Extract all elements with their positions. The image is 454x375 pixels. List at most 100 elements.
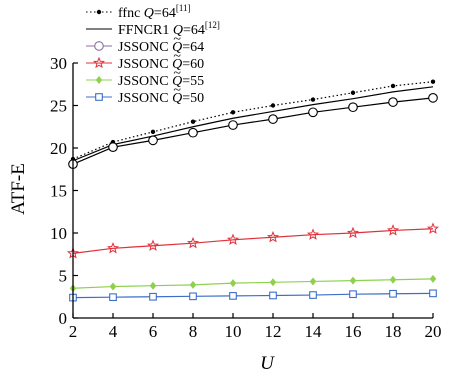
legend-item-ffncr1: FFNCR1 Q=64[12]	[86, 20, 220, 38]
data-point-jssonc60	[106, 241, 120, 254]
data-point-jssonc50	[309, 291, 317, 299]
series-line-jssonc50	[72, 292, 434, 299]
legend-label: FFNCR1 Q=64[12]	[118, 20, 220, 38]
legend: ffnc Q=64[11]FFNCR1 Q=64[12]JSSONC Q=64~…	[86, 3, 220, 106]
axes: 2 4 6 8 10 12 14 16 18 20 0 5 10 15 20 25 30	[50, 54, 442, 341]
series-line-ffnc	[72, 81, 434, 160]
data-point-jssonc55	[189, 280, 197, 289]
data-point-jssonc64	[108, 142, 118, 152]
data-point-jssonc55	[429, 274, 437, 283]
x-tick-label: 8	[189, 322, 198, 341]
data-point-jssonc50	[189, 292, 197, 301]
x-tick-label: 6	[149, 322, 158, 341]
data-point-jssonc64	[188, 127, 198, 138]
data-point-ffnc	[190, 119, 196, 124]
data-point-jssonc60	[306, 228, 320, 240]
x-tick-label: 18	[385, 322, 402, 341]
data-point-jssonc64	[428, 92, 438, 103]
series-line-jssonc55	[72, 278, 434, 289]
data-point-jssonc60	[426, 222, 440, 234]
data-point-jssonc50	[349, 290, 357, 299]
data-point-ffnc	[350, 90, 356, 95]
x-tick-label: 16	[345, 322, 362, 341]
y-axis-title: ATF-E	[8, 163, 29, 215]
series-line-jssonc60	[72, 228, 434, 254]
legend-item-ffnc: ffnc Q=64[11]	[86, 3, 191, 21]
legend-item-jssonc55: JSSONC Q=55~	[86, 66, 204, 89]
data-point-jssonc55	[109, 282, 117, 291]
data-point-jssonc60	[186, 236, 200, 249]
series-jssonc60	[66, 222, 440, 259]
legend-marker	[92, 56, 106, 69]
x-tick-label: 12	[265, 322, 282, 341]
data-point-jssonc55	[149, 281, 157, 290]
x-tick-label: 2	[69, 322, 78, 341]
series-line-jssonc64	[72, 97, 434, 165]
legend-tilde: ~	[173, 83, 181, 98]
data-point-jssonc50	[429, 289, 437, 298]
x-tick-label: 4	[109, 322, 118, 341]
series-line-ffncr1	[72, 86, 434, 162]
legend-tilde: ~	[173, 66, 181, 81]
data-point-jssonc50	[229, 292, 237, 300]
data-point-jssonc55	[269, 278, 277, 287]
y-tick-label: 0	[59, 309, 68, 328]
legend-item-jssonc64: JSSONC Q=64~	[86, 32, 204, 55]
data-point-ffnc	[390, 83, 396, 89]
data-point-jssonc60	[146, 239, 160, 251]
x-axis-title: U	[260, 353, 275, 374]
data-point-jssonc64	[388, 97, 398, 107]
data-point-jssonc60	[266, 230, 280, 243]
legend-tilde: ~	[173, 32, 181, 47]
data-point-jssonc64	[148, 135, 158, 146]
y-tick-label: 10	[50, 224, 67, 243]
legend-label: JSSONC Q=55	[118, 74, 204, 89]
data-point-jssonc64	[268, 114, 278, 124]
y-tick-label: 25	[50, 97, 67, 116]
x-tick-label: 14	[305, 322, 323, 341]
legend-item-jssonc60: JSSONC Q=60~	[86, 49, 204, 72]
x-tick-label: 10	[225, 322, 242, 341]
series-jssonc50	[69, 289, 437, 302]
series-ffncr1	[72, 86, 434, 162]
data-point-jssonc64	[308, 107, 318, 118]
data-point-ffnc	[150, 129, 156, 135]
legend-item-jssonc50: JSSONC Q=50~	[86, 83, 204, 106]
data-point-ffnc	[230, 110, 236, 115]
data-point-jssonc50	[149, 292, 157, 301]
y-tick-label: 30	[50, 54, 67, 73]
series-jssonc55	[69, 274, 437, 293]
data-point-jssonc50	[269, 291, 277, 300]
data-point-jssonc55	[389, 275, 397, 284]
y-tick-label: 15	[50, 182, 67, 201]
y-tick-label: 20	[50, 139, 67, 158]
legend-tilde: ~	[173, 49, 181, 64]
data-point-jssonc55	[349, 276, 357, 285]
legend-marker	[96, 9, 102, 15]
data-point-jssonc60	[386, 224, 400, 236]
data-point-jssonc64	[348, 102, 358, 113]
legend-label: JSSONC Q=64	[118, 40, 204, 55]
legend-marker	[95, 93, 103, 101]
series-jssonc64	[68, 92, 438, 169]
data-point-jssonc64	[228, 120, 238, 130]
series-ffnc	[70, 79, 436, 162]
data-point-jssonc50	[389, 289, 397, 298]
data-point-jssonc60	[346, 226, 360, 239]
legend-label: JSSONC Q=60	[118, 57, 204, 72]
data-point-jssonc55	[229, 279, 237, 288]
data-point-ffnc	[270, 103, 276, 108]
data-point-jssonc55	[309, 277, 317, 286]
y-tick-label: 5	[59, 267, 68, 286]
legend-marker	[95, 76, 103, 84]
data-point-ffnc	[310, 97, 316, 102]
data-point-jssonc60	[226, 233, 240, 245]
data-point-jssonc50	[109, 293, 117, 302]
legend-marker	[94, 41, 104, 51]
legend-label: JSSONC Q=50	[118, 91, 204, 106]
plot-series	[66, 79, 440, 302]
x-tick-label: 20	[425, 322, 442, 341]
legend-label: ffnc Q=64[11]	[118, 3, 191, 21]
data-point-ffnc	[430, 79, 436, 84]
